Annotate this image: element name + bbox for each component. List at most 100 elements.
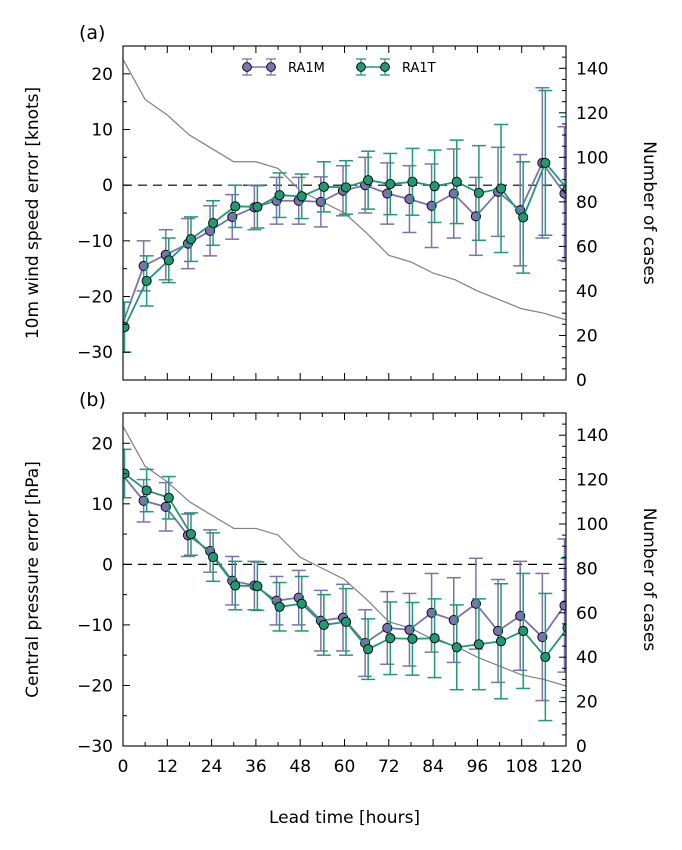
legend: RA1M RA1T [242, 58, 436, 76]
panel-b-ra1t-point [318, 619, 329, 630]
panel-a-ra1t-point [163, 255, 174, 266]
panel-b-y-tick-label: 0 [102, 555, 113, 575]
panel-a-ra1t-point [208, 217, 219, 229]
panel-a-ra1t-point [141, 275, 152, 286]
legend-ra1t-label: RA1T [402, 61, 436, 76]
panel-a-y-tick-label: −10 [77, 232, 113, 252]
panel-a-y-right-tick-label: 0 [576, 371, 587, 391]
panel-b-ra1t-point [141, 485, 152, 496]
panel-b-y-right-tick-label: 80 [576, 559, 598, 579]
panel-b-ra1m-series [123, 468, 566, 702]
panel-b-y-right-tick-label: 40 [576, 648, 598, 668]
panel-b-y-right-tick-label: 0 [576, 737, 587, 757]
panel-b-ra1t-point [252, 581, 263, 592]
panel-a-cases-line [123, 59, 566, 321]
legend-ra1m-label: RA1M [288, 61, 325, 76]
panel-a-ra1t-point [429, 181, 440, 192]
panel-b-ra1t-point [407, 633, 418, 644]
panel-a-ra1t-point [495, 183, 507, 194]
panel-a-ra1t-point [385, 179, 396, 190]
legend-ra1t-swatch-marker [380, 62, 390, 72]
panel-a-ra1t-point [318, 181, 329, 192]
panel-b-x-tick-label: 72 [378, 757, 400, 777]
panel-b-y-axis-title: Central pressure error [hPa] [23, 461, 43, 698]
panel-a-ra1t-point [274, 190, 285, 201]
panel-b-y-right-tick-label: 140 [576, 426, 608, 446]
panel-a-ra1t-point [296, 191, 307, 202]
panel-a-y-axis-title: 10m wind speed error [knots] [23, 87, 43, 339]
panel-b-ra1t-point [185, 529, 196, 540]
legend-ra1t-swatch-marker [356, 62, 366, 72]
panel-b-ra1t-point [451, 642, 462, 653]
panel-b-ra1t-point [274, 601, 285, 612]
panel-a-ra1t-point [473, 187, 484, 199]
panel-b-x-tick-label: 96 [467, 757, 489, 777]
panel-a-ra1t-point [185, 234, 196, 245]
panel-b-ra1t-point [429, 633, 440, 644]
panel-b-label: (b) [79, 389, 106, 411]
panel-a-ra1t-point [252, 201, 263, 212]
legend-ra1m-swatch-marker [266, 62, 276, 72]
panel-b-ra1t-point [208, 552, 219, 563]
panel-b-ra1t-point [163, 492, 174, 503]
panel-a-y-right-axis-title: Number of cases [639, 141, 659, 285]
panel-b-x-tick-label: 108 [505, 757, 537, 777]
panel-b-y-tick-label: −30 [77, 737, 113, 757]
panel-b-ra1t-point [385, 633, 396, 644]
panel-a-y-tick-label: −20 [77, 288, 113, 308]
panel-b-ra1t-series [123, 448, 566, 722]
panel-b-ra1m-point [559, 600, 566, 611]
panel-b-y-right-tick-label: 100 [576, 515, 608, 535]
panel-b-ra1t-point [230, 580, 241, 591]
panel-a-label: (a) [79, 22, 105, 44]
panel-b-ra1t-point [296, 598, 307, 609]
panel-b-ra1t-point [562, 623, 566, 633]
panel-b-x-tick-label: 0 [118, 757, 129, 777]
panel-a-ra1t-point [518, 212, 529, 223]
panel-a-ra1t-point [540, 157, 551, 168]
panel-b-y-tick-label: 20 [91, 434, 113, 454]
panel-a-ra1t-point [451, 176, 462, 187]
panel-a-y-right-tick-label: 140 [576, 59, 608, 79]
panel-b-y-tick-label: 10 [91, 495, 113, 515]
panel-a-ra1t-point [230, 201, 241, 212]
panel-b-plot-area [123, 426, 566, 722]
panel-a-y-tick-label: 0 [102, 176, 113, 196]
legend-ra1m-swatch-marker [242, 62, 252, 72]
panel-b-x-tick-label: 60 [334, 757, 356, 777]
panel-a-ra1t-point [407, 176, 418, 187]
panel-b-y-tick-label: −10 [77, 616, 113, 636]
panel-b: −30 −20 −10 0 10 20 0 20 40 60 80 100 120 140 0 12 24 36 4… [23, 389, 659, 828]
panel-b-y-right-tick-label: 20 [576, 693, 598, 713]
panel-a-y-tick-label: −30 [77, 343, 113, 363]
panel-a-ra1t-point [363, 175, 374, 186]
panel-b-ra1t-point [473, 639, 484, 650]
x-axis-title: Lead time [hours] [269, 808, 420, 828]
panel-a-y-right-tick-label: 100 [576, 148, 608, 168]
panel-a-ra1t-point [340, 182, 352, 193]
panel-a-y-right-tick-label: 120 [576, 104, 608, 124]
panel-b-cases-line [123, 426, 566, 687]
panel-b-ra1t-point [340, 616, 352, 627]
panel-b-x-tick-label: 24 [201, 757, 223, 777]
panel-a-y-right-tick-label: 80 [576, 193, 598, 213]
panel-a-plot-area [123, 59, 566, 353]
panel-b-y-tick-label: −20 [77, 676, 113, 696]
panel-b-x-tick-label: 36 [245, 757, 267, 777]
panel-b-ra1t-point [363, 644, 374, 655]
panel-a-y-right-tick-label: 60 [576, 237, 598, 257]
panel-b-x-tick-label: 120 [550, 757, 582, 777]
panel-a-ra1t-point [562, 184, 566, 194]
panel-a-y-right-tick-label: 40 [576, 282, 598, 302]
panel-a-ra1t-series [123, 89, 566, 353]
panel-b-y-right-axis-title: Number of cases [639, 508, 659, 652]
panel-b-y-right-tick-label: 120 [576, 471, 608, 491]
panel-b-ra1t-point [518, 625, 529, 637]
panel-b-ra1t-point [540, 651, 551, 663]
panel-a-y-tick-label: 10 [91, 121, 113, 141]
panel-a-y-tick-label: 20 [91, 65, 113, 85]
panel-a: −30 −20 −10 0 10 20 0 20 40 60 80 100 120 140 10m wind… [23, 22, 659, 391]
panel-b-y-right-tick-label: 60 [576, 604, 598, 624]
panel-b-x-tick-label: 84 [422, 757, 444, 777]
